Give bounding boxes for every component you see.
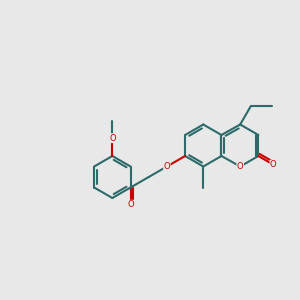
Text: O: O [109, 134, 116, 143]
Text: O: O [127, 200, 134, 209]
Text: O: O [270, 160, 277, 169]
Text: O: O [237, 162, 244, 171]
Text: O: O [164, 162, 170, 171]
